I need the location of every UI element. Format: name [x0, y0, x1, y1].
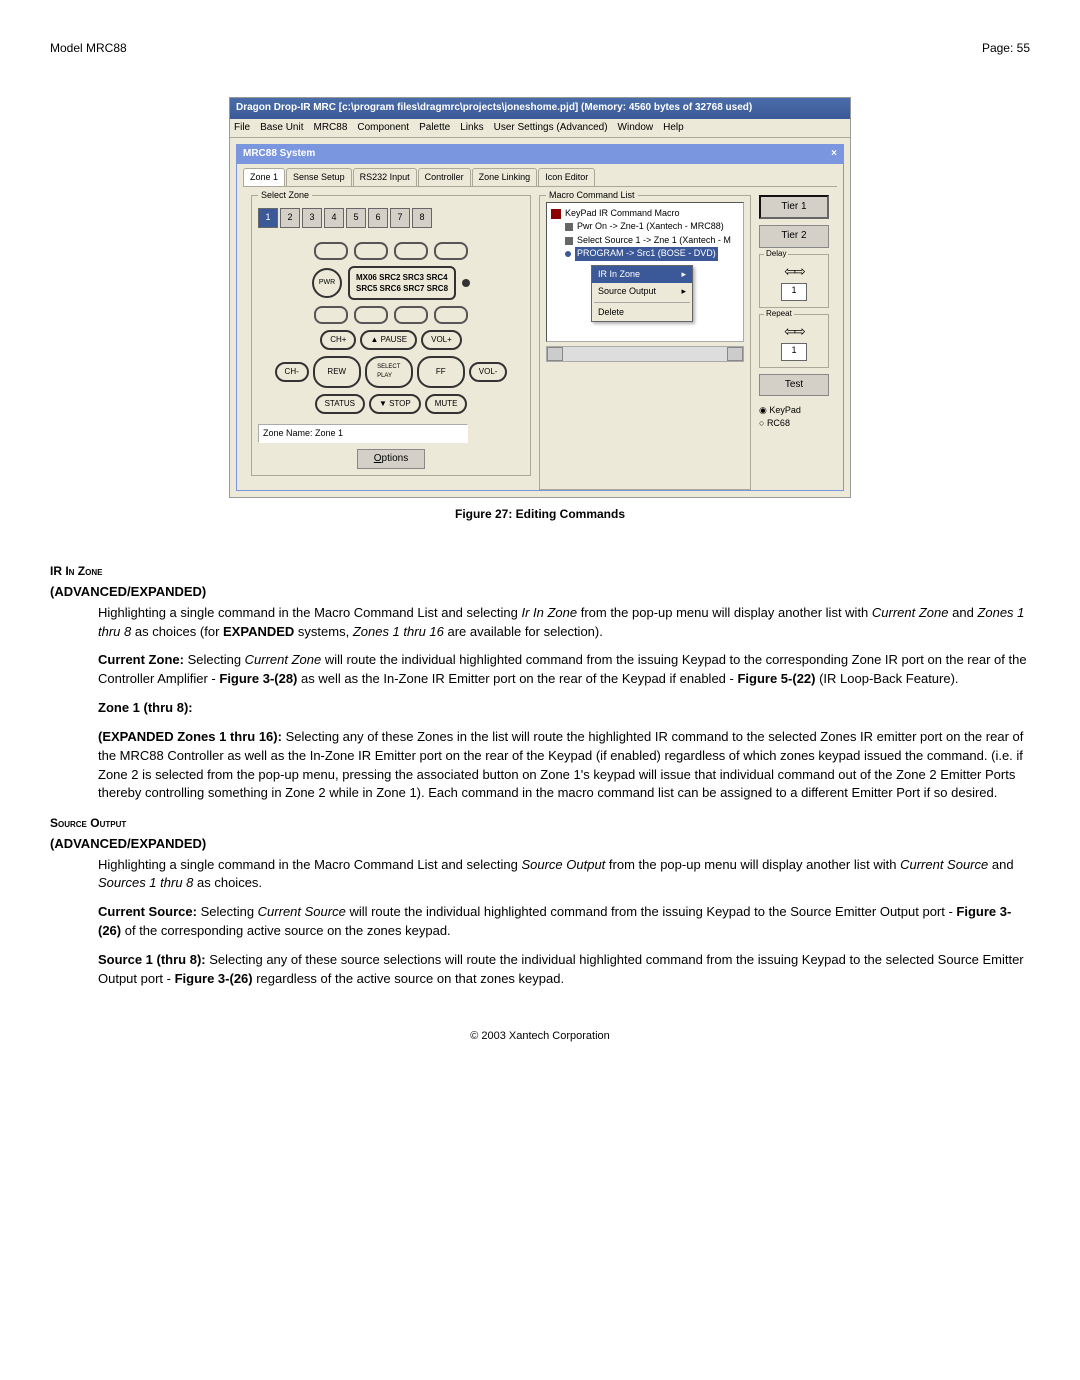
- pwr-button[interactable]: PWR: [312, 268, 342, 298]
- source-adv-head: (ADVANCED/EXPANDED): [50, 835, 1030, 854]
- zone-btn-7[interactable]: 7: [390, 208, 410, 228]
- select-zone-title: Select Zone: [258, 189, 312, 202]
- ctx-delete[interactable]: Delete: [592, 304, 692, 322]
- outer-titlebar: Dragon Drop-IR MRC [c:\program files\dra…: [230, 98, 850, 119]
- h-scrollbar[interactable]: [546, 346, 744, 362]
- tab-zone1[interactable]: Zone 1: [243, 168, 285, 186]
- ch-plus[interactable]: CH+: [320, 330, 356, 350]
- tier2-button[interactable]: Tier 2: [759, 225, 829, 248]
- tier1-button[interactable]: Tier 1: [759, 195, 829, 220]
- menubar: File Base Unit MRC88 Component Palette L…: [230, 119, 850, 139]
- tab-linking[interactable]: Zone Linking: [472, 168, 538, 186]
- zone-btn-1[interactable]: 1: [258, 208, 278, 228]
- tab-body: Select Zone 1 2 3 4 5 6 7 8 PWR: [243, 186, 837, 484]
- zone-btn-4[interactable]: 4: [324, 208, 344, 228]
- header-model: Model MRC88: [50, 40, 127, 57]
- tab-controller[interactable]: Controller: [418, 168, 471, 186]
- repeat-arrows-icon[interactable]: ⇦⇨: [784, 321, 803, 341]
- zone-btn-5[interactable]: 5: [346, 208, 366, 228]
- figure-caption: Figure 27: Editing Commands: [455, 506, 625, 523]
- stop-btn[interactable]: ▼ STOP: [369, 394, 421, 414]
- menu-item[interactable]: MRC88: [313, 121, 347, 136]
- zone-btn-3[interactable]: 3: [302, 208, 322, 228]
- inner-window: MRC88 System × Zone 1 Sense Setup RS232 …: [236, 144, 844, 491]
- radio-rc68[interactable]: ○ RC68: [759, 417, 829, 430]
- page-header: Model MRC88 Page: 55: [50, 40, 1030, 57]
- vol-plus[interactable]: VOL+: [421, 330, 462, 350]
- header-page: Page: 55: [982, 40, 1030, 57]
- menu-item[interactable]: Palette: [419, 121, 450, 136]
- zone-btn-2[interactable]: 2: [280, 208, 300, 228]
- screenshot: Dragon Drop-IR MRC [c:\program files\dra…: [229, 97, 851, 498]
- close-icon[interactable]: ×: [831, 147, 837, 162]
- play-btn[interactable]: SELECT PLAY: [365, 356, 413, 388]
- inner-title-text: MRC88 System: [243, 147, 315, 162]
- macro-title: Macro Command List: [546, 189, 638, 202]
- menu-item[interactable]: Window: [618, 121, 654, 136]
- tab-bar: Zone 1 Sense Setup RS232 Input Controlle…: [237, 164, 843, 186]
- ch-minus[interactable]: CH-: [275, 362, 309, 382]
- zone-btn-8[interactable]: 8: [412, 208, 432, 228]
- keypad-graphic: PWR MX06 SRC2 SRC3 SRC4 SRC5 SRC6 SRC7 S…: [258, 242, 524, 414]
- src-grid[interactable]: MX06 SRC2 SRC3 SRC4 SRC5 SRC6 SRC7 SRC8: [348, 266, 456, 300]
- menu-item[interactable]: Help: [663, 121, 684, 136]
- ir-adv-head: (ADVANCED/EXPANDED): [50, 583, 1030, 602]
- tab-sense[interactable]: Sense Setup: [286, 168, 352, 186]
- menu-item[interactable]: File: [234, 121, 250, 136]
- menu-item[interactable]: Component: [357, 121, 409, 136]
- pause-btn[interactable]: ▲ PAUSE: [360, 330, 417, 350]
- macro-list-fieldset: Macro Command List KeyPad IR Command Mac…: [539, 195, 751, 490]
- ctx-srcout[interactable]: Source Output▸: [592, 283, 692, 301]
- delay-input[interactable]: 1: [781, 283, 807, 301]
- zone-name-field[interactable]: Zone Name: Zone 1: [258, 424, 468, 443]
- delay-arrows-icon[interactable]: ⇦⇨: [784, 261, 803, 281]
- rew-btn[interactable]: REW: [313, 356, 361, 388]
- options-button[interactable]: OOptionsptions: [357, 449, 425, 470]
- source-output-head: Source Output: [50, 815, 1030, 832]
- footer: © 2003 Xantech Corporation: [50, 1029, 1030, 1045]
- repeat-fieldset: Repeat ⇦⇨ 1: [759, 314, 829, 368]
- repeat-input[interactable]: 1: [781, 343, 807, 361]
- delay-fieldset: Delay ⇦⇨ 1: [759, 254, 829, 308]
- ir-dot-icon: [462, 279, 470, 287]
- macro-tree[interactable]: KeyPad IR Command Macro Pwr On -> Zne-1 …: [546, 202, 744, 342]
- menu-item[interactable]: User Settings (Advanced): [494, 121, 608, 136]
- test-button[interactable]: Test: [759, 374, 829, 397]
- tab-rs232[interactable]: RS232 Input: [353, 168, 417, 186]
- sec1-body: Highlighting a single command in the Mac…: [98, 604, 1030, 804]
- vol-minus[interactable]: VOL-: [469, 362, 508, 382]
- zone-btn-6[interactable]: 6: [368, 208, 388, 228]
- menu-item[interactable]: Links: [460, 121, 483, 136]
- menu-item[interactable]: Base Unit: [260, 121, 303, 136]
- select-zone-fieldset: Select Zone 1 2 3 4 5 6 7 8 PWR: [251, 195, 531, 476]
- tree-root-icon: [551, 209, 561, 219]
- ctx-irzone[interactable]: IR In Zone▸: [592, 266, 692, 284]
- status-btn[interactable]: STATUS: [315, 394, 365, 414]
- radio-keypad[interactable]: ◉ KeyPad: [759, 404, 829, 417]
- sec2-body: Highlighting a single command in the Mac…: [98, 856, 1030, 989]
- inner-titlebar: MRC88 System ×: [237, 145, 843, 164]
- ff-btn[interactable]: FF: [417, 356, 465, 388]
- mute-btn[interactable]: MUTE: [425, 394, 468, 414]
- ir-in-zone-head: IR In Zone: [50, 563, 1030, 580]
- context-menu: IR In Zone▸ Source Output▸ Delete: [591, 265, 693, 323]
- tab-icon[interactable]: Icon Editor: [538, 168, 595, 186]
